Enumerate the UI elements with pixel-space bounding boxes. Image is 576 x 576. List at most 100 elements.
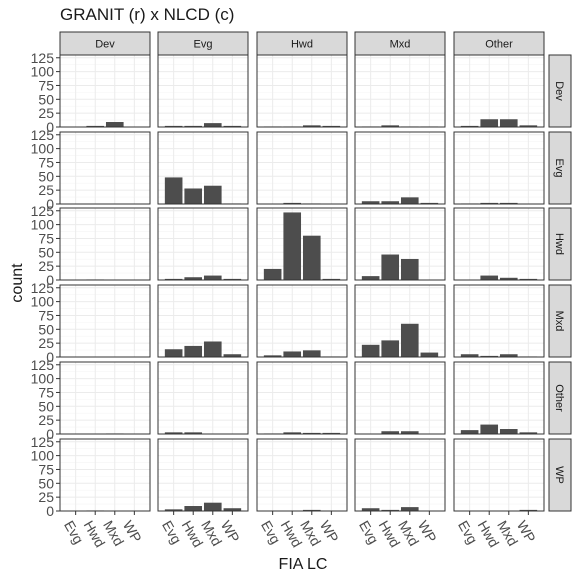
panel-background — [355, 55, 445, 127]
facet-panel — [157, 438, 249, 512]
bar — [302, 350, 321, 357]
bar — [460, 125, 479, 127]
bar — [420, 202, 439, 204]
y-tick-label: 125 — [31, 357, 55, 373]
facet-panel — [59, 438, 151, 512]
y-tick-label: 50 — [38, 91, 54, 107]
panel-border — [59, 284, 151, 358]
y-tick-label: 0 — [46, 272, 54, 288]
panel-background — [454, 55, 544, 127]
facet-panel — [256, 438, 348, 512]
y-tick-label: 125 — [31, 127, 55, 143]
bar — [164, 432, 183, 434]
bar — [164, 509, 183, 511]
panel-border — [256, 438, 348, 512]
bar — [322, 432, 341, 434]
bar — [203, 502, 222, 511]
bar — [381, 254, 400, 280]
panel-border — [256, 207, 348, 281]
bar — [283, 212, 302, 280]
panel-border — [157, 438, 249, 512]
facet-panel — [59, 131, 151, 205]
bar — [223, 125, 242, 127]
y-tick-label: 0 — [46, 119, 54, 135]
bar — [499, 354, 518, 357]
panel-border — [59, 54, 151, 128]
row-strip-label: Evg — [553, 159, 565, 178]
y-tick-label: 0 — [46, 426, 54, 442]
bar — [460, 354, 479, 357]
bar — [302, 235, 321, 280]
bar — [480, 275, 499, 280]
y-tick-label: 25 — [38, 105, 54, 121]
y-tick-label: 100 — [31, 141, 55, 157]
panel-border — [157, 361, 249, 435]
panel-background — [454, 285, 544, 357]
panel-border — [354, 207, 446, 281]
y-tick-label: 100 — [31, 448, 55, 464]
bar — [499, 429, 518, 434]
panel-background — [158, 208, 248, 280]
x-tick-label: Evg — [258, 518, 284, 547]
facet-panel — [256, 361, 348, 435]
panel-background — [454, 208, 544, 280]
facet-panel — [453, 131, 545, 205]
panel-border — [453, 438, 545, 512]
bar — [283, 351, 302, 357]
bar — [400, 197, 419, 204]
panel-border — [453, 54, 545, 128]
x-tick-label: Evg — [159, 518, 185, 547]
x-tick-label: Evg — [61, 518, 87, 547]
panel-background — [257, 208, 347, 280]
y-tick-label: 75 — [38, 384, 54, 400]
row-strip — [548, 207, 572, 281]
bar — [164, 349, 183, 357]
facet-panel — [157, 54, 249, 128]
panel-border — [256, 284, 348, 358]
bar — [499, 277, 518, 280]
facet-panel — [453, 284, 545, 358]
y-tick-label: 125 — [31, 203, 55, 219]
panel-background — [158, 55, 248, 127]
bar — [519, 125, 538, 127]
facet-panel — [59, 361, 151, 435]
y-tick-label: 25 — [38, 489, 54, 505]
panel-background — [257, 132, 347, 204]
y-tick-label: 50 — [38, 398, 54, 414]
bar — [361, 344, 380, 357]
bar — [164, 278, 183, 280]
bar — [203, 341, 222, 357]
panel-background — [454, 439, 544, 511]
y-tick-label: 50 — [38, 475, 54, 491]
bar — [420, 352, 439, 357]
bar — [223, 508, 242, 511]
bar — [164, 177, 183, 204]
facet-panel — [157, 361, 249, 435]
y-tick-label: 100 — [31, 217, 55, 233]
panel-background — [355, 362, 445, 434]
bar — [480, 119, 499, 127]
panel-border — [59, 438, 151, 512]
bar — [361, 276, 380, 280]
panel-border — [157, 54, 249, 128]
panel-border — [157, 131, 249, 205]
bar — [86, 125, 105, 127]
bar — [184, 432, 203, 434]
bar — [203, 185, 222, 204]
x-tick-label: Evg — [356, 518, 382, 547]
bar — [203, 275, 222, 280]
panel-border — [453, 207, 545, 281]
facet-panel — [354, 207, 446, 281]
bar — [381, 431, 400, 434]
bar — [322, 125, 341, 127]
facet-panel — [157, 207, 249, 281]
panel-background — [158, 362, 248, 434]
panel-background — [257, 439, 347, 511]
panel-border — [354, 361, 446, 435]
facet-panel — [157, 284, 249, 358]
facet-panel — [59, 207, 151, 281]
panel-border — [354, 54, 446, 128]
bar — [499, 119, 518, 127]
facet-panel — [354, 284, 446, 358]
bar — [184, 125, 203, 127]
